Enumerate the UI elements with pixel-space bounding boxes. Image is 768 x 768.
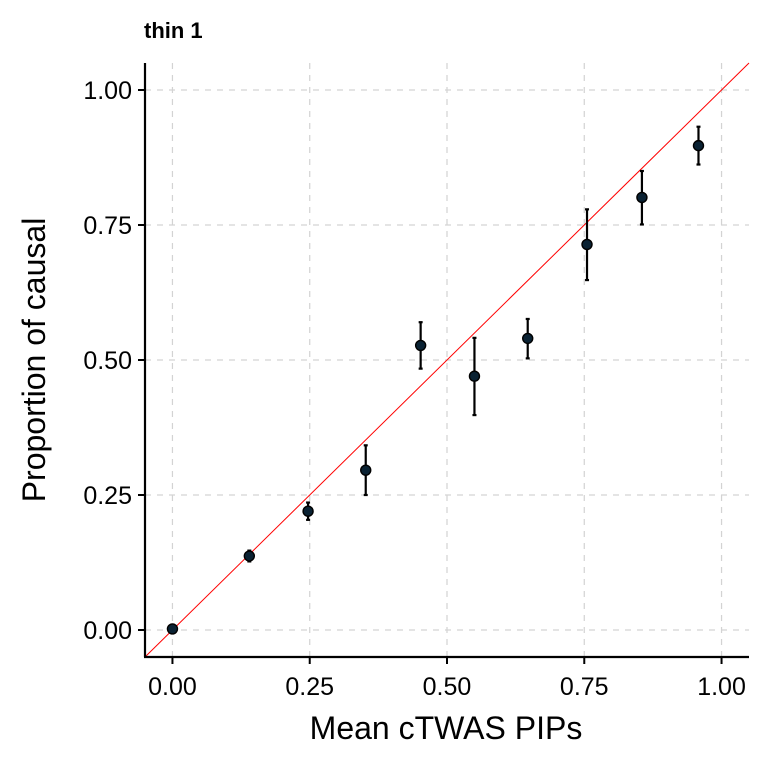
x-tick-label: 0.00 <box>148 673 197 701</box>
data-point <box>302 505 314 517</box>
x-tick-label: 0.75 <box>560 673 609 701</box>
y-tick-label: 1.00 <box>83 77 132 105</box>
data-point <box>166 623 179 635</box>
data-point <box>522 332 534 345</box>
y-tick-label: 0.00 <box>83 617 132 645</box>
x-tick-label: 0.25 <box>285 673 334 701</box>
x-tick-label: 1.00 <box>697 673 746 701</box>
y-tick-label: 0.75 <box>83 212 132 240</box>
axes: 0.00 0.25 0.50 0.75 1.00 0.00 0.25 0.50 0.75 1.00 <box>83 63 749 701</box>
data-point <box>360 464 372 476</box>
x-axis-title: Mean cTWAS PIPs <box>310 710 583 746</box>
y-tick-label: 0.50 <box>83 347 132 375</box>
y-axis-title: Proportion of causal <box>16 218 52 503</box>
data-layer <box>166 125 705 635</box>
chart-title: thin 1 <box>144 18 203 43</box>
x-tick-label: 0.50 <box>423 673 472 701</box>
data-point <box>636 191 648 204</box>
data-point <box>692 139 705 152</box>
data-point <box>414 339 427 352</box>
data-point <box>243 550 256 562</box>
data-point <box>468 370 481 382</box>
data-point <box>581 238 593 251</box>
y-tick-label: 0.25 <box>83 482 132 510</box>
